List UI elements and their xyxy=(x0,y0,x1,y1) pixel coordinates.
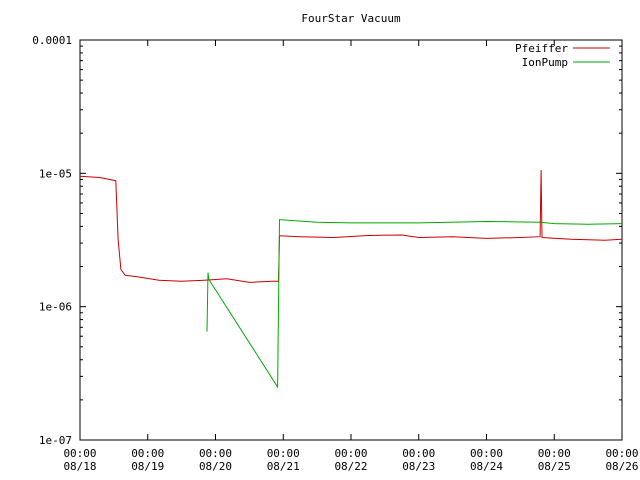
series-line-pfeiffer xyxy=(79,169,623,283)
legend-label: Pfeiffer xyxy=(515,42,568,55)
x-tick-time: 00:00 xyxy=(63,447,96,460)
y-tick-label: 1e-06 xyxy=(39,301,72,314)
x-tick-time: 00:00 xyxy=(131,447,164,460)
x-tick-time: 00:00 xyxy=(199,447,232,460)
x-tick-date: 08/18 xyxy=(63,460,96,473)
series-line-ionpump xyxy=(206,219,623,389)
y-tick-label: 1e-07 xyxy=(39,434,72,447)
x-tick-date: 08/22 xyxy=(334,460,367,473)
x-tick-time: 00:00 xyxy=(334,447,367,460)
x-tick-date: 08/19 xyxy=(131,460,164,473)
x-tick-time: 00:00 xyxy=(267,447,300,460)
x-tick-date: 08/24 xyxy=(470,460,503,473)
x-tick-time: 00:00 xyxy=(470,447,503,460)
series-layer xyxy=(79,169,623,389)
y-tick-label: 0.0001 xyxy=(32,34,72,47)
y-tick-label: 1e-05 xyxy=(39,167,72,180)
legend-label: IonPump xyxy=(522,56,568,69)
x-axis: 00:0008/1800:0008/1900:0008/2000:0008/21… xyxy=(63,40,639,473)
x-tick-date: 08/21 xyxy=(267,460,300,473)
x-tick-date: 08/25 xyxy=(538,460,571,473)
x-tick-date: 08/26 xyxy=(605,460,638,473)
x-tick-time: 00:00 xyxy=(538,447,571,460)
x-tick-date: 08/23 xyxy=(402,460,435,473)
x-tick-time: 00:00 xyxy=(605,447,638,460)
chart-title: FourStar Vacuum xyxy=(301,12,401,25)
y-axis: 0.0001 1e-05 1e-06 1e-07 xyxy=(32,34,622,447)
x-tick-time: 00:00 xyxy=(402,447,435,460)
x-tick-date: 08/20 xyxy=(199,460,232,473)
plot-frame xyxy=(79,39,623,441)
